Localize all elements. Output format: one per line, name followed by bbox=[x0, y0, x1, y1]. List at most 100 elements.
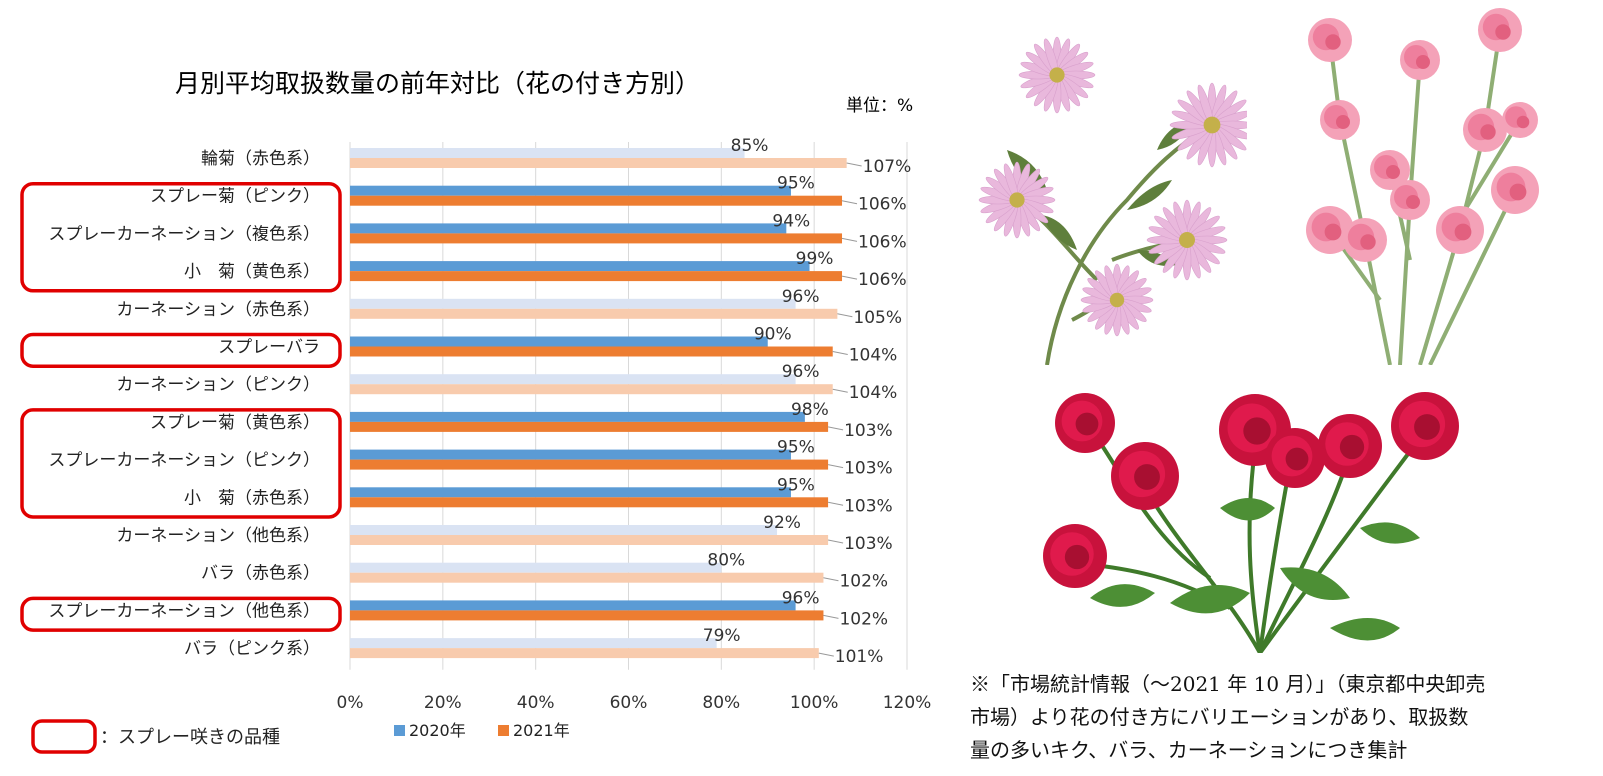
daisy-flower bbox=[1169, 82, 1247, 168]
data-label-2021: 106% bbox=[858, 195, 907, 215]
daisy-flower bbox=[978, 161, 1056, 239]
rose-flower bbox=[1265, 428, 1325, 488]
carnation-flower bbox=[1478, 8, 1522, 52]
bar-2021 bbox=[350, 610, 824, 621]
spray-frame bbox=[20, 181, 342, 293]
bar-2021 bbox=[350, 158, 847, 168]
bar-2020 bbox=[350, 638, 717, 649]
carnation-flower bbox=[1436, 206, 1484, 254]
spray-frame bbox=[20, 408, 342, 519]
bar-2021 bbox=[350, 308, 838, 319]
data-label-2020: 96% bbox=[782, 588, 820, 608]
data-label-2021: 105% bbox=[853, 308, 902, 328]
bar-2020 bbox=[350, 148, 745, 158]
legend-swatch-2020 bbox=[394, 725, 405, 736]
leader-line bbox=[827, 539, 844, 544]
leader-line bbox=[837, 313, 853, 318]
carnation-flower bbox=[1502, 102, 1538, 138]
daisy-flower bbox=[1018, 36, 1096, 114]
rose-flower bbox=[1111, 442, 1179, 510]
daisy-flower bbox=[1146, 199, 1228, 281]
spray-legend-frame bbox=[31, 719, 97, 754]
category-label: スプレーカーネーション（ピンク） bbox=[48, 451, 320, 471]
data-label-2021: 102% bbox=[839, 572, 888, 592]
photo-spray-chrysanthemum bbox=[977, 0, 1247, 365]
data-label-2020: 96% bbox=[782, 362, 820, 382]
source-note-line-3: 量の多いキク、バラ、カーネーションにつき集計 bbox=[970, 738, 1408, 762]
bar-2021 bbox=[350, 195, 843, 206]
photo-spray-carnation bbox=[1270, 0, 1545, 365]
data-label-2020: 79% bbox=[703, 626, 741, 646]
data-label-2021: 103% bbox=[844, 534, 893, 554]
data-label-2021: 104% bbox=[849, 383, 898, 403]
data-label-2020: 95% bbox=[777, 438, 815, 458]
leader-line bbox=[832, 351, 848, 355]
bar-2021 bbox=[350, 459, 829, 470]
carnation-flower bbox=[1400, 40, 1440, 80]
category-label: 輪菊（赤色系） bbox=[201, 149, 320, 169]
category-label: スプレーカーネーション（他色系） bbox=[48, 601, 320, 621]
data-label-2020: 94% bbox=[772, 211, 810, 231]
source-note-line-1: ※「市場統計情報（～2021 年 10 月）」（東京都中央卸売 bbox=[970, 672, 1486, 696]
spray-rose-image bbox=[1043, 392, 1459, 653]
category-label: スプレーカーネーション（複色系） bbox=[48, 224, 320, 244]
carnation-flower bbox=[1370, 150, 1410, 190]
daisy-flower bbox=[1080, 263, 1154, 337]
bar-2020 bbox=[350, 600, 796, 611]
rose-flower bbox=[1391, 392, 1459, 460]
category-label: スプレー菊（ピンク） bbox=[150, 187, 320, 207]
bar-2021 bbox=[350, 233, 843, 244]
bar-2020 bbox=[350, 298, 796, 309]
x-tick-label: 0% bbox=[337, 693, 364, 713]
leader-line bbox=[841, 237, 858, 242]
source-note-line-2: 市場）より花の付き方にバリエーションがあり、取扱数 bbox=[970, 705, 1469, 729]
bars bbox=[350, 148, 847, 659]
carnation-flower bbox=[1306, 206, 1354, 254]
photo-spray-rose bbox=[1030, 368, 1470, 653]
rose-flower bbox=[1055, 393, 1115, 453]
spray-legend-note: ：スプレー咲きの品種 bbox=[100, 727, 280, 748]
source-note: ※「市場統計情報（～2021 年 10 月）」（東京都中央卸売 市場）より花の付… bbox=[970, 668, 1590, 767]
x-tick-label: 100% bbox=[790, 693, 839, 713]
leader-line bbox=[841, 275, 858, 280]
bar-2020 bbox=[350, 525, 778, 535]
data-label-2021: 107% bbox=[863, 157, 912, 177]
category-label: カーネーション（ピンク） bbox=[116, 375, 320, 395]
category-label: 小 菊（黄色系） bbox=[184, 262, 320, 282]
leader-line bbox=[841, 200, 858, 205]
data-label-2021: 103% bbox=[844, 421, 893, 441]
leader-line bbox=[823, 614, 839, 619]
rose-flower bbox=[1318, 414, 1382, 478]
data-label-2020: 92% bbox=[763, 513, 801, 533]
leader-line bbox=[823, 577, 839, 582]
data-label-2020: 80% bbox=[707, 551, 745, 571]
carnation-flower bbox=[1343, 218, 1387, 262]
x-tick-label: 60% bbox=[610, 693, 648, 713]
bar-2020 bbox=[350, 411, 805, 422]
x-tick-label: 80% bbox=[702, 693, 740, 713]
category-label: バラ（ピンク系） bbox=[184, 639, 320, 659]
bar-2020 bbox=[350, 487, 791, 498]
carnation-flower bbox=[1390, 180, 1430, 220]
bar-2021 bbox=[350, 421, 829, 432]
spray-chrysanthemum-image bbox=[978, 36, 1247, 365]
leader-line bbox=[827, 426, 844, 431]
leader-line bbox=[827, 501, 844, 506]
unit-label: 単位：% bbox=[846, 96, 913, 116]
category-label: カーネーション（他色系） bbox=[116, 526, 320, 546]
leader-line bbox=[832, 388, 848, 393]
legend-swatch-2021 bbox=[498, 725, 509, 736]
bar-2021 bbox=[350, 648, 819, 659]
chart-title: 月別平均取扱数量の前年対比（花の付き方別） bbox=[175, 69, 700, 98]
bar-2021 bbox=[350, 271, 843, 282]
carnation-flower bbox=[1320, 100, 1360, 140]
bar-2020 bbox=[350, 336, 768, 347]
x-tick-label: 40% bbox=[517, 693, 555, 713]
data-label-2020: 99% bbox=[796, 249, 834, 269]
data-label-2020: 95% bbox=[777, 475, 815, 495]
legend-label-2021: 2021年 bbox=[513, 721, 570, 740]
category-label: バラ（赤色系） bbox=[201, 564, 320, 584]
data-label-2021: 101% bbox=[835, 647, 884, 667]
bar-2020 bbox=[350, 562, 722, 573]
x-tick-label: 20% bbox=[424, 693, 462, 713]
